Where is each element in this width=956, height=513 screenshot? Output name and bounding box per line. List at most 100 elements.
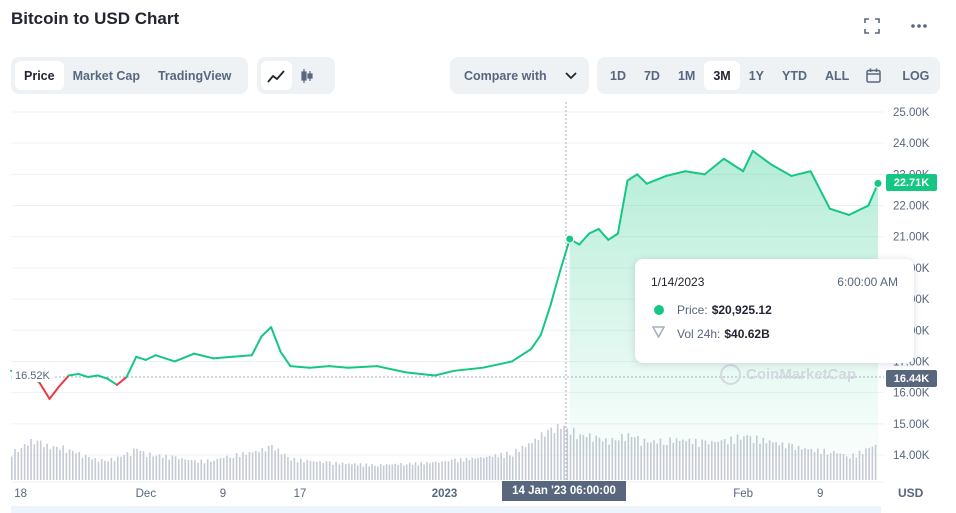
volume-bar [229, 457, 231, 480]
volume-bar [459, 458, 462, 480]
volume-bar [477, 457, 479, 480]
volume-bar [403, 465, 405, 480]
volume-bar [627, 433, 630, 480]
candlestick-icon[interactable] [292, 61, 322, 90]
price-segment [848, 204, 870, 216]
volume-bar [434, 461, 437, 480]
price-segment [135, 355, 147, 361]
tooltip-price-value: $20,925.12 [711, 303, 772, 317]
chart-style-toggle [257, 57, 335, 94]
volume-bar [426, 462, 428, 480]
volume-bar [328, 461, 331, 480]
volume-bar [666, 445, 668, 480]
volume-bar [174, 456, 177, 480]
price-segment [588, 227, 600, 235]
more-dots-icon[interactable] [907, 14, 931, 38]
volume-bar [784, 448, 787, 480]
volume-bar [274, 450, 276, 480]
volume-shield-icon [651, 326, 666, 341]
price-segment [703, 157, 725, 176]
price-segment [327, 365, 350, 369]
volume-bar [397, 464, 399, 480]
volume-bar [107, 461, 109, 480]
volume-bar [781, 442, 784, 480]
volume-bar [772, 442, 774, 480]
price-segment [482, 360, 513, 369]
range-7d[interactable]: 7D [643, 68, 660, 83]
price-segment [616, 179, 629, 235]
price-segment [48, 385, 61, 400]
volume-bar [804, 448, 806, 480]
range-all[interactable]: ALL [825, 68, 850, 83]
volume-bar [49, 449, 52, 480]
volume-bar [46, 443, 48, 480]
range-navigator[interactable] [11, 506, 881, 513]
volume-bar [659, 438, 662, 480]
line-chart-icon[interactable] [261, 61, 292, 90]
volume-bar [30, 438, 32, 480]
volume-bar [656, 443, 659, 480]
volume-bar [865, 448, 867, 480]
volume-bar [133, 448, 135, 480]
volume-bar [441, 461, 443, 480]
volume-bar [332, 464, 334, 480]
volume-bar [701, 439, 703, 480]
compare-with-dropdown[interactable]: Compare with [450, 57, 589, 94]
volume-bar [800, 449, 803, 480]
volume-bar [97, 461, 100, 480]
price-segment [67, 372, 80, 377]
volume-bar [23, 444, 26, 480]
range-ytd[interactable]: YTD [782, 68, 808, 83]
tab-tradingview[interactable]: TradingView [157, 68, 232, 83]
price-segment [106, 377, 118, 386]
volume-bar [672, 442, 675, 480]
volume-bar [675, 438, 678, 480]
volume-bar [531, 443, 533, 480]
volume-bar [500, 452, 502, 480]
price-segment [751, 149, 774, 167]
range-1d[interactable]: 1D [610, 68, 626, 83]
volume-bar [429, 463, 431, 480]
volume-bar [293, 457, 296, 480]
price-segment [77, 372, 90, 379]
volume-bar [394, 463, 397, 480]
volume-bar [711, 440, 713, 480]
volume-bar [462, 461, 465, 480]
volume-bar [608, 444, 610, 480]
volume-bar [871, 446, 874, 480]
volume-bar [633, 437, 636, 480]
log-scale-toggle[interactable]: LOG [902, 68, 930, 83]
range-1y[interactable]: 1Y [748, 68, 765, 83]
volume-bars [11, 424, 877, 480]
volume-bar [39, 440, 42, 480]
volume-bar [874, 444, 877, 480]
volume-bar [371, 463, 373, 480]
tab-market-cap[interactable]: Market Cap [72, 68, 140, 83]
volume-bar [614, 440, 617, 480]
volume-bar [842, 454, 845, 480]
volume-bar [494, 454, 497, 480]
volume-bar [351, 464, 353, 480]
calendar-icon[interactable] [858, 61, 889, 90]
volume-bar [450, 459, 453, 480]
range-3m[interactable]: 3M [704, 61, 740, 90]
volume-bar [823, 448, 826, 480]
price-segment [597, 227, 610, 241]
volume-bar [579, 434, 581, 480]
fullscreen-icon[interactable] [860, 14, 884, 38]
volume-bar [417, 465, 420, 480]
volume-bar [129, 456, 132, 480]
price-chart[interactable]: 25.00K24.00K23.00K22.00K21.00K20.00K19.0… [0, 100, 956, 513]
volume-bar [338, 464, 341, 480]
volume-bar [206, 459, 209, 480]
volume-bar [630, 436, 633, 480]
range-1m[interactable]: 1M [677, 68, 696, 83]
volume-bar [534, 438, 537, 480]
tab-price[interactable]: Price [15, 61, 64, 90]
volume-bar [139, 450, 142, 480]
volume-bar [27, 445, 29, 480]
volume-bar [306, 459, 309, 480]
volume-bar [420, 462, 423, 480]
price-segment [212, 355, 234, 360]
volume-bar [813, 452, 816, 480]
